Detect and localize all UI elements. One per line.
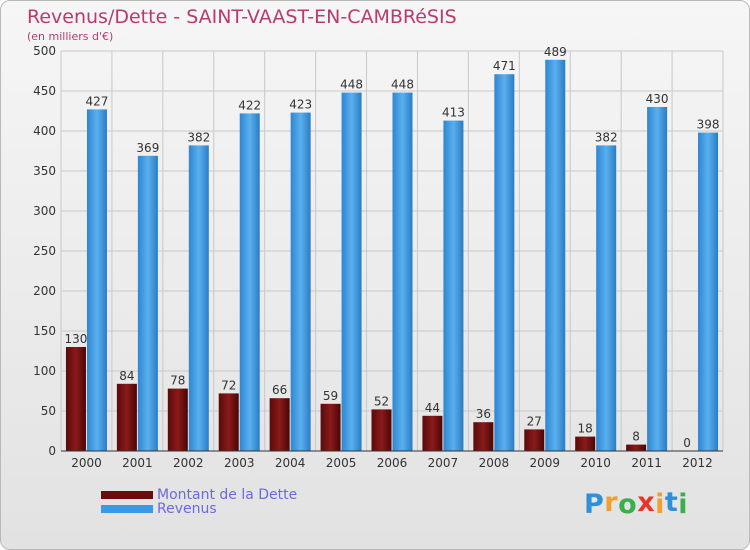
data-label-revenue-2006: 448 <box>391 78 414 92</box>
bar-debt-2005 <box>320 403 341 451</box>
y-tick-label: 450 <box>33 84 56 98</box>
bar-debt-2000 <box>65 347 86 451</box>
bar-revenue-2006 <box>392 92 413 451</box>
x-tick-label-2000: 2000 <box>71 456 102 470</box>
bar-revenue-2009 <box>545 59 566 452</box>
data-label-debt-2011: 8 <box>632 430 640 444</box>
bar-revenue-2005 <box>341 92 362 451</box>
legend-label-debt: Montant de la Dette <box>157 487 298 503</box>
x-tick-label-2004: 2004 <box>275 456 306 470</box>
bar-debt-2009 <box>524 429 545 451</box>
data-label-revenue-2009: 489 <box>544 45 567 59</box>
y-tick-label: 200 <box>33 284 56 298</box>
x-tick-label-2007: 2007 <box>428 456 459 470</box>
bar-debt-2008 <box>473 422 494 451</box>
bar-debt-2004 <box>269 398 290 451</box>
bar-revenue-2004 <box>290 112 311 451</box>
logo-letter: x <box>637 487 656 518</box>
y-tick-label: 100 <box>33 364 56 378</box>
data-label-debt-2009: 27 <box>527 414 542 428</box>
data-label-revenue-2005: 448 <box>340 78 363 92</box>
legend-item-revenue: Revenus <box>101 501 217 517</box>
data-label-debt-2003: 72 <box>221 378 236 392</box>
y-tick-label: 0 <box>48 444 56 458</box>
bar-debt-2011 <box>626 444 647 451</box>
data-label-debt-2010: 18 <box>578 422 593 436</box>
data-label-revenue-2001: 369 <box>136 141 159 155</box>
data-label-debt-2007: 44 <box>425 401 440 415</box>
data-label-debt-2004: 66 <box>272 383 287 397</box>
y-tick-label: 150 <box>33 324 56 338</box>
logo-letter: t <box>664 487 679 518</box>
x-tick-label-2003: 2003 <box>224 456 255 470</box>
logo-letter: r <box>604 487 619 518</box>
bar-revenue-2012 <box>698 132 719 451</box>
x-tick-label-2010: 2010 <box>580 456 611 470</box>
bar-debt-2010 <box>575 436 596 451</box>
x-tick-label-2001: 2001 <box>122 456 153 470</box>
proxiti-logo: Proxiti <box>584 487 689 520</box>
data-label-revenue-2008: 471 <box>493 59 516 73</box>
y-tick-label: 500 <box>33 44 56 58</box>
x-tick-label-2012: 2012 <box>682 456 713 470</box>
y-tick-label: 50 <box>41 404 56 418</box>
data-label-revenue-2003: 422 <box>238 98 261 112</box>
data-label-debt-2005: 59 <box>323 389 338 403</box>
bar-revenue-2010 <box>596 145 617 451</box>
data-label-revenue-2000: 427 <box>86 94 109 108</box>
bar-revenue-2007 <box>443 120 464 451</box>
bar-revenue-2008 <box>494 74 515 451</box>
bar-revenue-2001 <box>137 155 158 452</box>
bar-debt-2007 <box>422 415 443 451</box>
data-label-debt-2002: 78 <box>170 374 185 388</box>
y-tick-label: 350 <box>33 164 56 178</box>
bar-revenue-2000 <box>86 109 107 452</box>
x-tick-label-2005: 2005 <box>326 456 357 470</box>
x-tick-label-2006: 2006 <box>377 456 408 470</box>
data-label-debt-2012: 0 <box>683 436 691 450</box>
y-tick-label: 400 <box>33 124 56 138</box>
data-label-revenue-2011: 430 <box>646 92 669 106</box>
logo-letter: P <box>584 489 605 520</box>
y-tick-label: 250 <box>33 244 56 258</box>
logo-letter: i <box>655 489 665 520</box>
legend-swatch-debt <box>101 491 153 499</box>
x-tick-label-2008: 2008 <box>479 456 510 470</box>
x-tick-label-2011: 2011 <box>631 456 662 470</box>
bar-debt-2006 <box>371 409 392 451</box>
data-label-revenue-2004: 423 <box>289 98 312 112</box>
legend-item-debt: Montant de la Dette <box>101 487 297 503</box>
logo-letter: o <box>618 489 638 520</box>
x-tick-label-2002: 2002 <box>173 456 204 470</box>
bar-revenue-2002 <box>188 145 209 451</box>
data-label-debt-2000: 130 <box>65 332 88 346</box>
data-label-debt-2006: 52 <box>374 394 389 408</box>
data-label-debt-2001: 84 <box>119 369 134 383</box>
data-label-revenue-2010: 382 <box>595 130 618 144</box>
y-tick-label: 300 <box>33 204 56 218</box>
legend-swatch-revenue <box>101 505 153 513</box>
data-label-revenue-2012: 398 <box>697 118 720 132</box>
bar-debt-2003 <box>218 393 239 451</box>
x-tick-label-2009: 2009 <box>529 456 560 470</box>
bar-debt-2001 <box>116 383 137 451</box>
data-label-debt-2008: 36 <box>476 407 491 421</box>
bar-revenue-2003 <box>239 113 260 452</box>
data-label-revenue-2007: 413 <box>442 106 465 120</box>
bar-revenue-2011 <box>647 107 668 451</box>
legend-label-revenue: Revenus <box>157 501 217 517</box>
data-label-revenue-2002: 382 <box>187 130 210 144</box>
chart-title: Revenus/Dette - SAINT-VAAST-EN-CAMBRéSIS <box>27 6 457 28</box>
chart-subtitle: (en milliers d'€) <box>27 30 114 43</box>
bar-debt-2002 <box>167 388 188 451</box>
logo-letter: i <box>678 489 689 520</box>
